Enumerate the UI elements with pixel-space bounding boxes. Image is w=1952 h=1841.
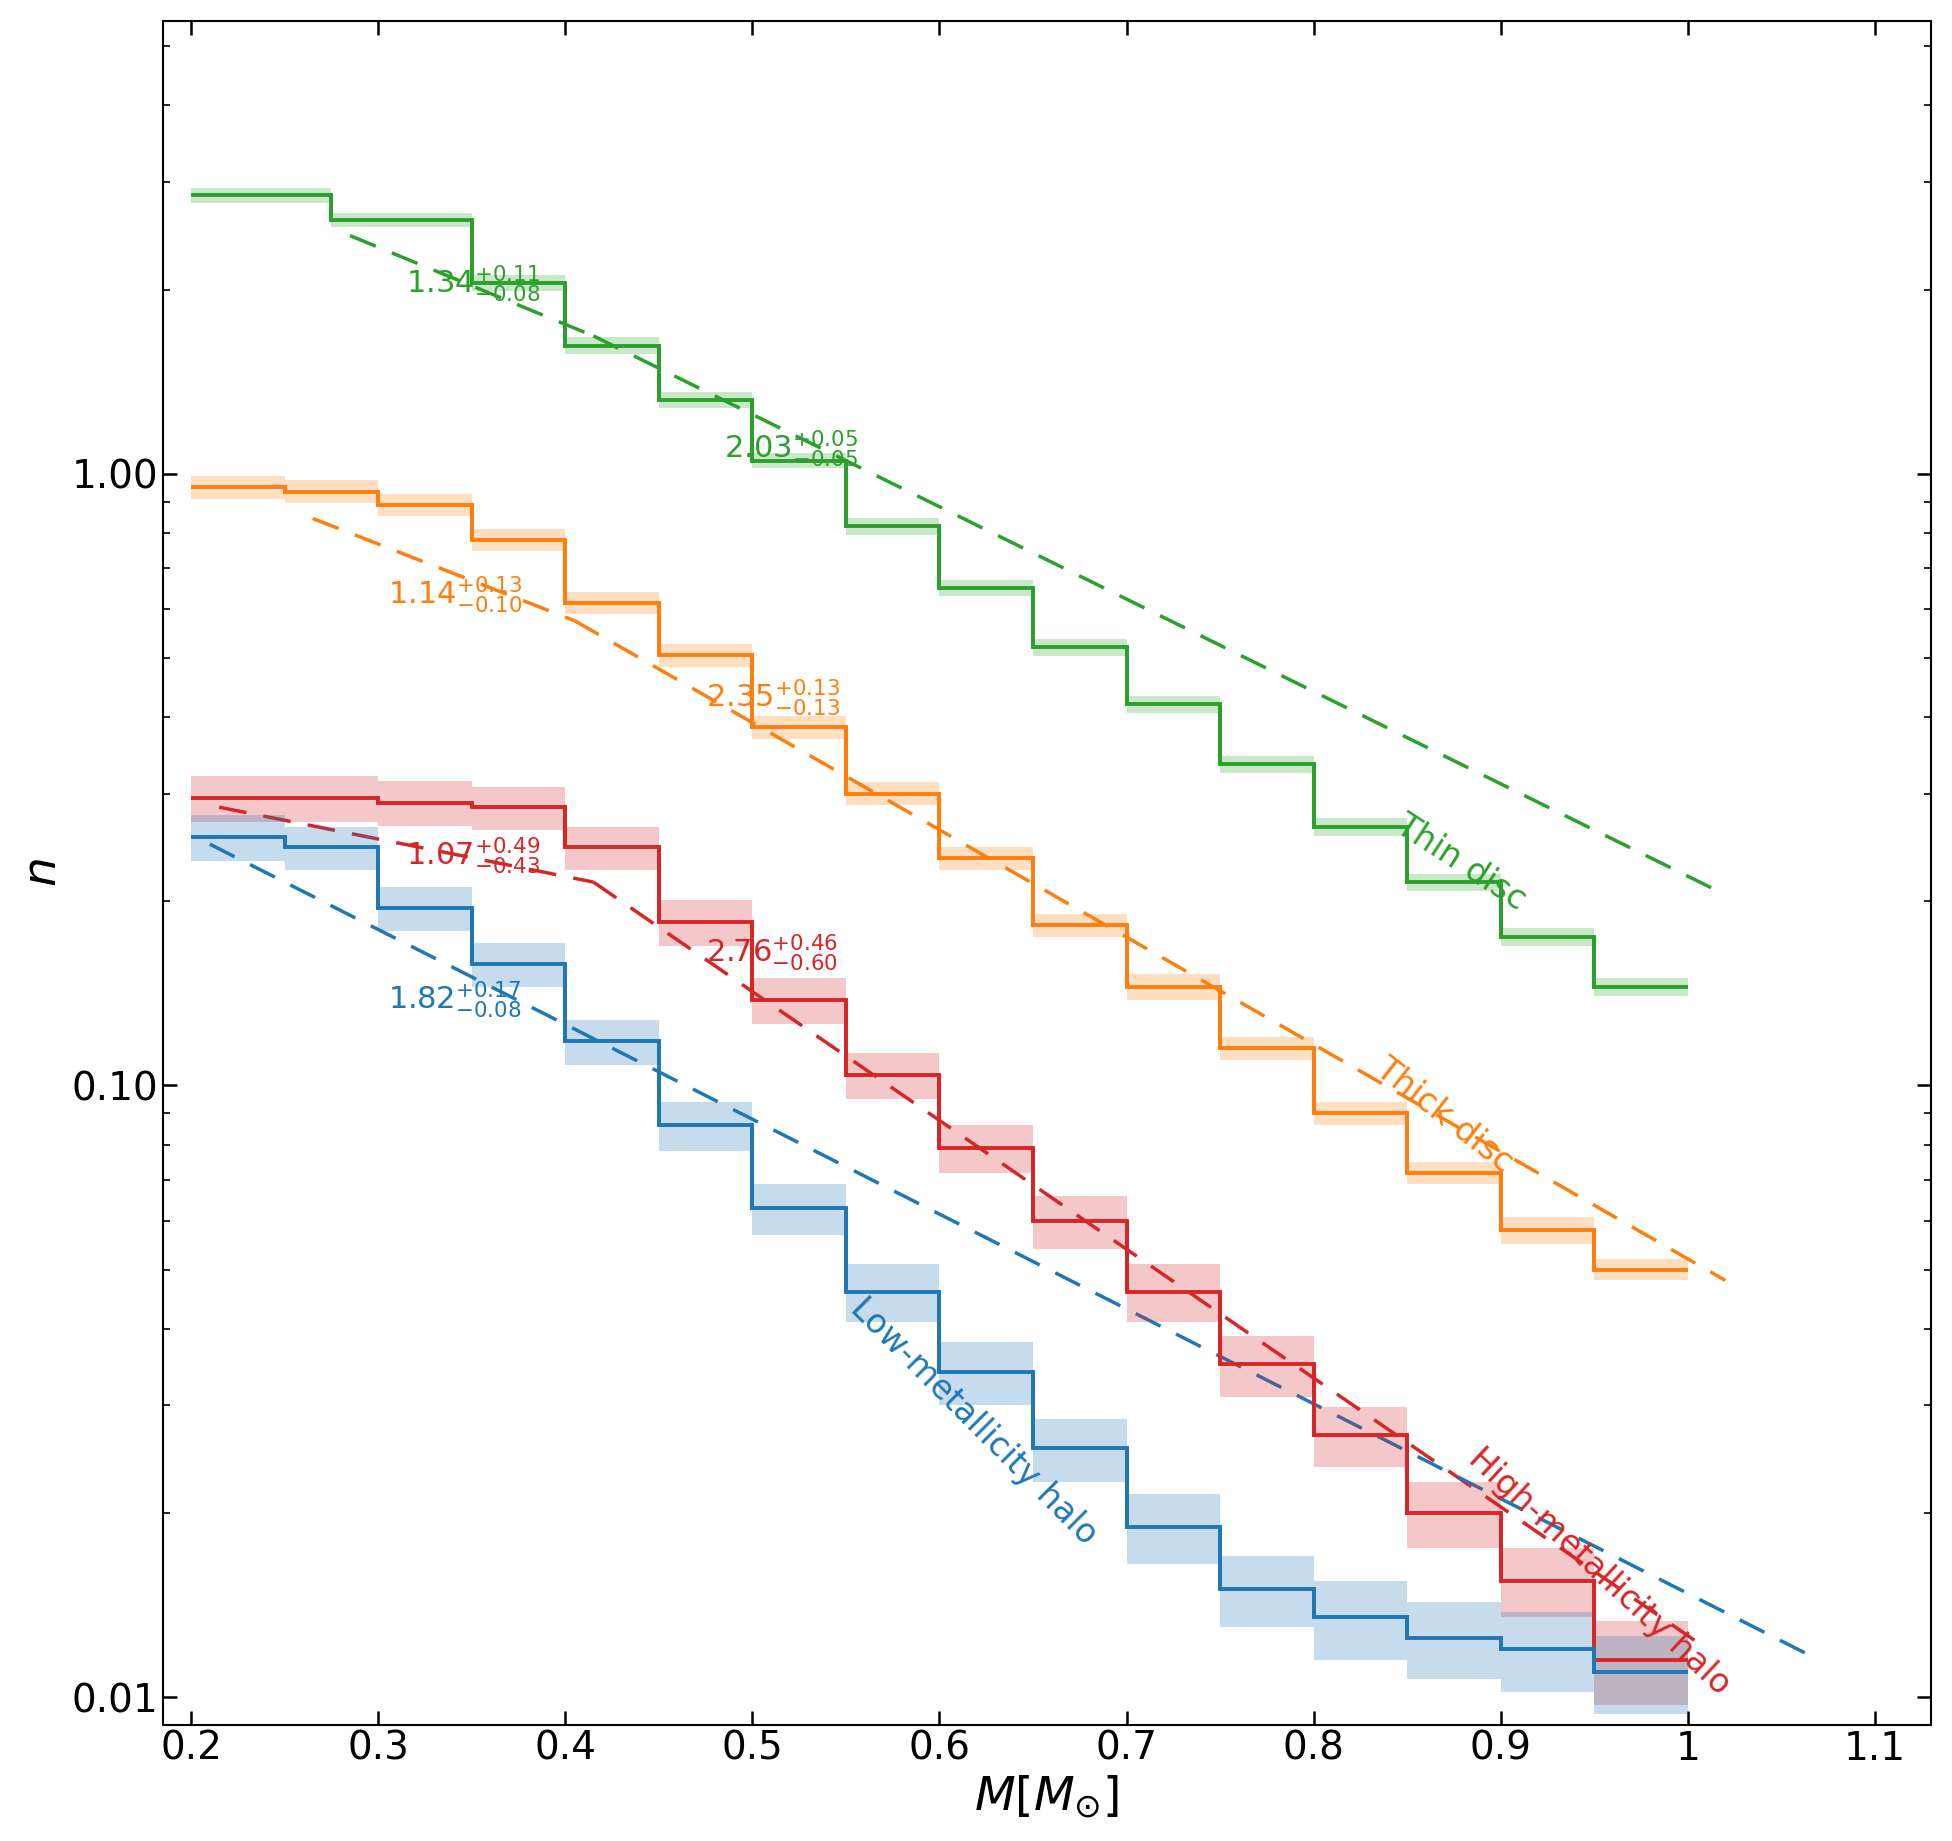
Text: $1.14^{+0.13}_{-0.10}$: $1.14^{+0.13}_{-0.10}$ bbox=[388, 574, 521, 615]
Text: $1.34^{+0.11}_{-0.08}$: $1.34^{+0.11}_{-0.08}$ bbox=[406, 263, 541, 304]
Text: Thin disc: Thin disc bbox=[1390, 808, 1532, 917]
Text: $1.82^{+0.17}_{-0.08}$: $1.82^{+0.17}_{-0.08}$ bbox=[388, 979, 521, 1020]
Text: $2.03^{+0.05}_{-0.05}$: $2.03^{+0.05}_{-0.05}$ bbox=[724, 427, 859, 469]
Text: $2.35^{+0.13}_{-0.13}$: $2.35^{+0.13}_{-0.13}$ bbox=[705, 677, 839, 718]
Text: $1.07^{+0.49}_{-0.43}$: $1.07^{+0.49}_{-0.43}$ bbox=[406, 834, 541, 876]
Text: $2.76^{+0.46}_{-0.60}$: $2.76^{+0.46}_{-0.60}$ bbox=[705, 932, 837, 972]
Text: Low-metallicity halo: Low-metallicity halo bbox=[843, 1292, 1103, 1552]
Text: Thick disc: Thick disc bbox=[1368, 1051, 1519, 1180]
Text: High-metallicity halo: High-metallicity halo bbox=[1462, 1442, 1737, 1701]
Y-axis label: $n$: $n$ bbox=[21, 858, 66, 887]
X-axis label: $M[M_{\odot}]$: $M[M_{\odot}]$ bbox=[974, 1773, 1120, 1821]
